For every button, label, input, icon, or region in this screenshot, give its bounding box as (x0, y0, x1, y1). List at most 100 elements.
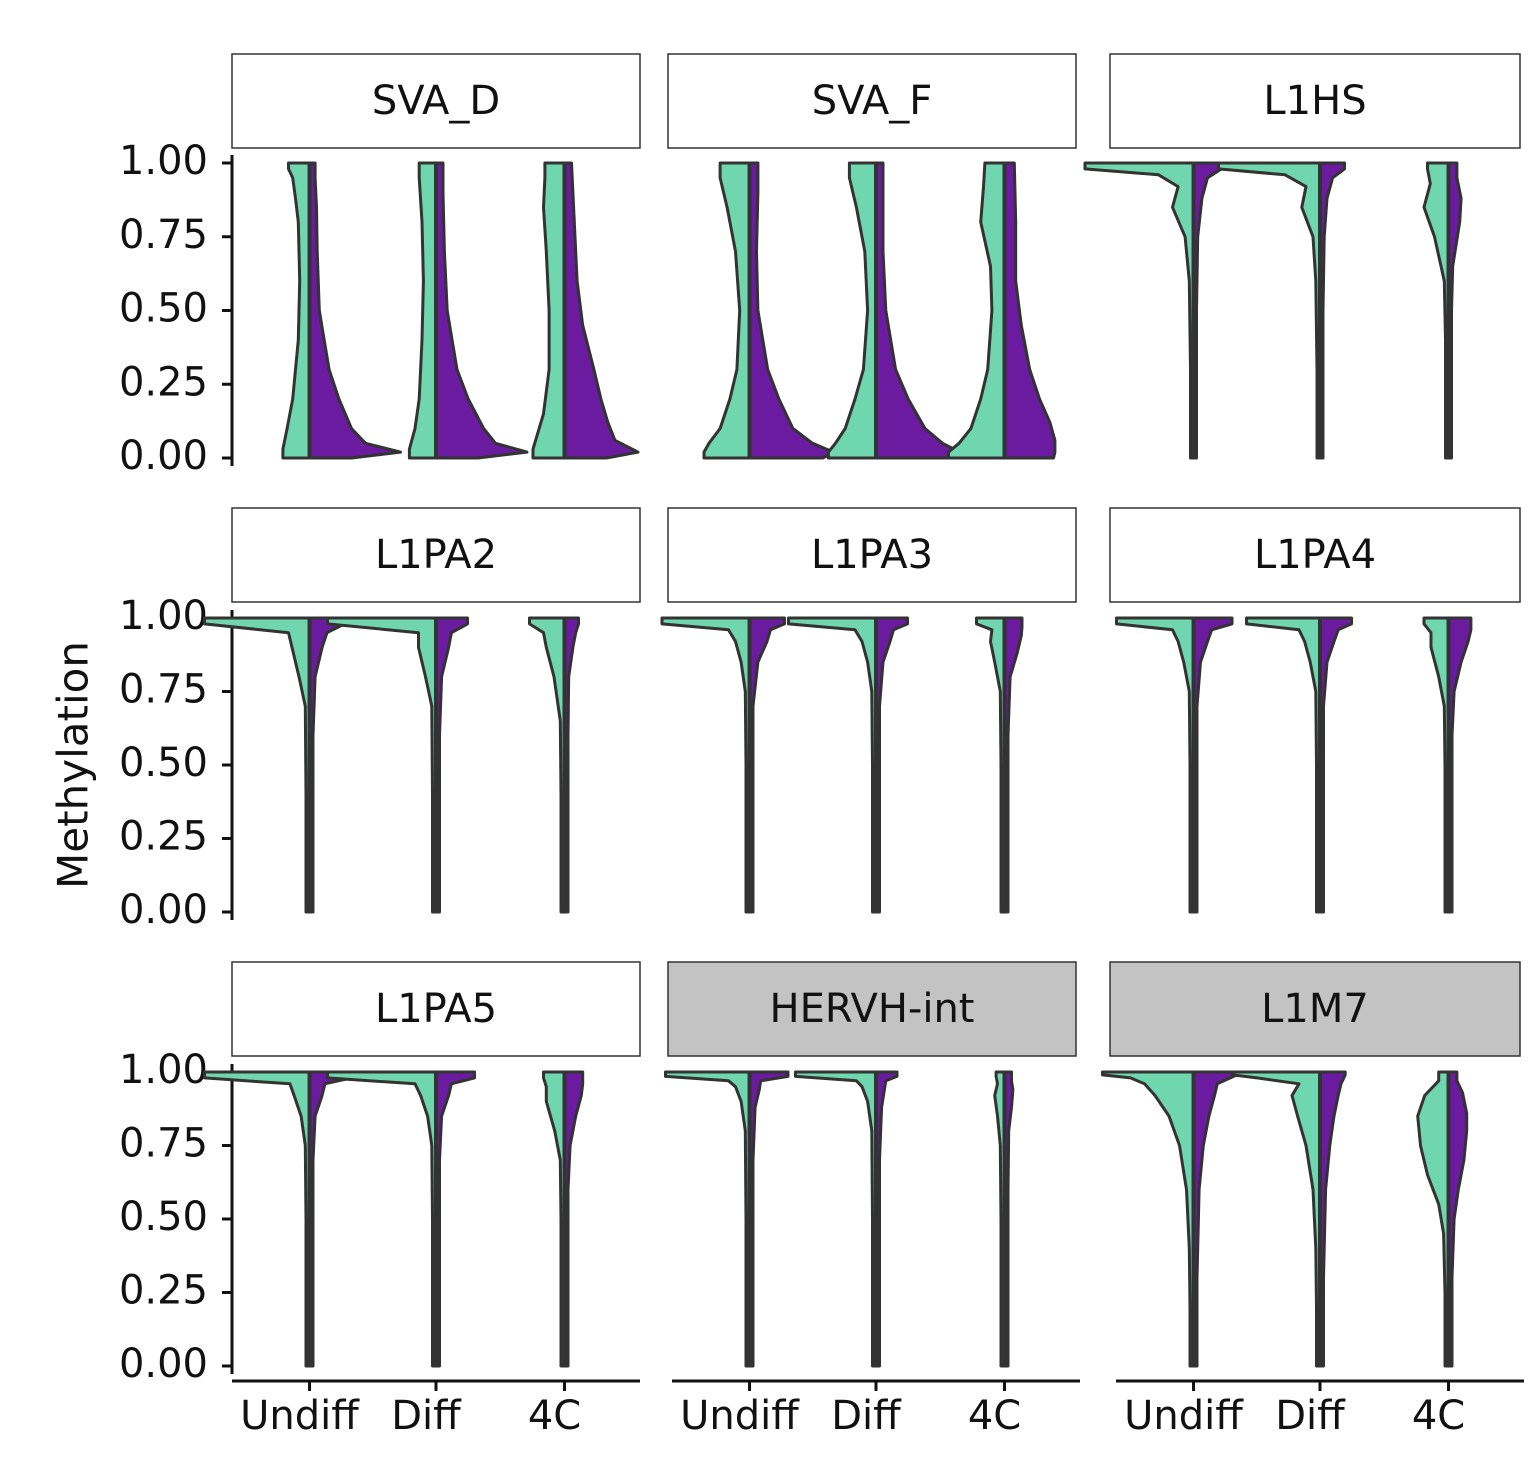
violin-left-half (1217, 161, 1322, 460)
violin (947, 161, 1057, 460)
violin-right-half (308, 616, 346, 914)
violin-right-half (1192, 1070, 1239, 1368)
violin-left-half (531, 161, 567, 460)
violin (702, 161, 835, 460)
facet-strip (1109, 507, 1521, 603)
violin-left-half (528, 616, 567, 914)
violin (1245, 616, 1353, 914)
facet-panel: L1HS (1083, 53, 1521, 460)
y-tick-label: 0.75 (119, 1121, 208, 1167)
violin-right-half (1447, 1070, 1469, 1368)
y-tick-label: 0.50 (119, 1194, 208, 1240)
violin-left-half (975, 616, 1007, 914)
violin-right-half (748, 616, 786, 914)
facet-strip-label: L1M7 (1261, 986, 1369, 1032)
y-tick-label: 0.00 (119, 887, 208, 933)
violin (1083, 161, 1223, 460)
y-axis-title: Methylation (49, 641, 98, 889)
violin (1101, 1070, 1239, 1368)
violin-left-half (826, 161, 878, 460)
x-tick-label: 4C (968, 1393, 1021, 1439)
violin (975, 616, 1024, 914)
facet-panel: L1PA3 (660, 507, 1077, 914)
violin-left-half (1422, 161, 1451, 460)
violin-right-half (1192, 616, 1234, 914)
facet-strip (667, 53, 1077, 149)
violin-left-half (1101, 1070, 1196, 1368)
facet-strip (667, 507, 1077, 603)
violin-left-half (1422, 616, 1451, 914)
violin-right-half (748, 1070, 790, 1368)
violin (281, 161, 402, 460)
violin-right-half (1318, 1070, 1347, 1368)
violin-left-half (1245, 616, 1322, 914)
violin-right-half (748, 161, 835, 460)
facet-strip (231, 507, 641, 603)
violin-right-half (1003, 161, 1057, 460)
violin-left-half (947, 161, 1007, 460)
facet-strip (231, 53, 641, 149)
violin-left-half (660, 616, 752, 914)
violin-left-half (203, 616, 312, 914)
violin (826, 161, 962, 460)
x-tick-label: Diff (391, 1393, 462, 1439)
facet-strip-label: L1PA5 (375, 986, 497, 1032)
y-tick-label: 1.00 (119, 1047, 208, 1093)
violin-right-half (1318, 161, 1346, 460)
violin-right-half (1192, 161, 1223, 460)
violin (326, 1070, 476, 1368)
facet-panel: L1PA5 0.00 0.25 0.50 0.75 1.00 Undiff Diff 4C (119, 961, 641, 1439)
violin-left-half (1416, 1070, 1451, 1368)
violin-right-half (308, 1070, 353, 1368)
violin-left-half (407, 161, 438, 460)
violin (542, 1070, 585, 1368)
y-tick-label: 0.50 (119, 286, 208, 332)
violin-left-half (794, 1070, 878, 1368)
violin-right-half (563, 161, 640, 460)
violin-left-half (1115, 616, 1196, 914)
violin (660, 616, 786, 914)
facet-panel: L1PA4 (1109, 507, 1521, 914)
violin-left-half (664, 1070, 752, 1368)
x-tick-label: Undiff (1124, 1393, 1244, 1439)
y-tick-label: 0.75 (119, 212, 208, 258)
violin-right-half (434, 161, 529, 460)
violin-left-half (1083, 161, 1196, 460)
violin-left-half (787, 616, 878, 914)
violin-left-half (993, 1070, 1007, 1368)
facet-panel: L1M7 Undiff Diff 4C (1101, 961, 1524, 1439)
violin-right-half (874, 616, 909, 914)
violin (531, 161, 640, 460)
violin-right-half (1447, 161, 1463, 460)
violin (528, 616, 580, 914)
x-tick-label: Undiff (680, 1393, 800, 1439)
violin (1422, 161, 1463, 460)
violin-right-half (434, 616, 469, 914)
violin (407, 161, 529, 460)
violin (1422, 616, 1473, 914)
violin (1416, 1070, 1469, 1368)
violin-left-half (702, 161, 752, 460)
facet-strip-label: SVA_D (372, 78, 500, 124)
facet-strip-label: SVA_F (812, 78, 933, 124)
facet-strip (231, 961, 641, 1057)
violin-right-half (434, 1070, 476, 1368)
y-tick-label: 1.00 (119, 138, 208, 184)
violin-right-half (874, 1070, 899, 1368)
violin-left-half (326, 616, 438, 914)
violin-right-half (563, 616, 580, 914)
violin (794, 1070, 899, 1368)
x-tick-label: Undiff (240, 1393, 360, 1439)
facet-strip (667, 961, 1077, 1057)
violin-right-half (874, 161, 962, 460)
y-tick-label: 1.00 (119, 593, 208, 639)
violin-right-half (1003, 1070, 1015, 1368)
facet-panel: L1PA2 0.00 0.25 0.50 0.75 1.00 (119, 507, 641, 933)
facet-panel: HERVH-int Undiff Diff 4C (664, 961, 1080, 1439)
facet-strip-label: HERVH-int (770, 986, 975, 1032)
facet-strip-label: L1PA3 (811, 532, 933, 578)
violin-left-half (203, 1070, 312, 1368)
violin (1217, 161, 1346, 460)
x-tick-label: 4C (528, 1393, 581, 1439)
